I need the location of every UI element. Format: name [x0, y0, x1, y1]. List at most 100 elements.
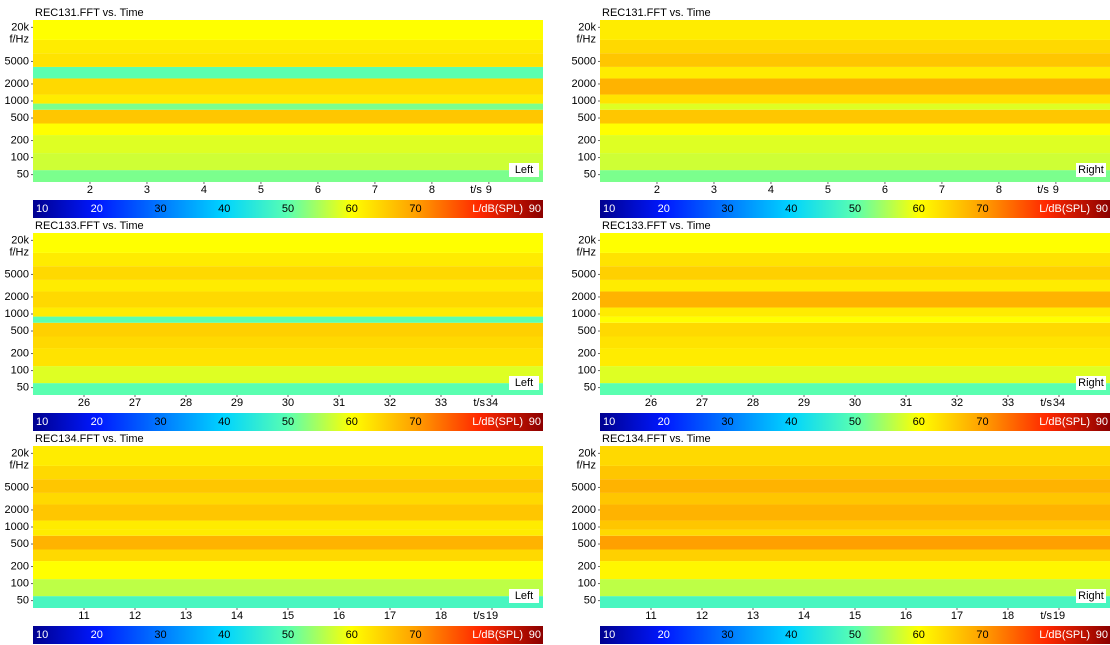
x-tick-label: 33	[435, 397, 447, 409]
y-tick-label: 200	[578, 560, 596, 572]
x-tick-label: 12	[696, 610, 708, 622]
x-tick-label: 13	[180, 610, 192, 622]
x-tick-label: 4	[768, 184, 774, 196]
y-axis-label: f/Hz	[9, 33, 29, 45]
chart-title: REC131.FFT vs. Time	[35, 7, 144, 19]
colorbar-label: L/dB(SPL)	[1039, 416, 1090, 428]
spectrum-band	[600, 252, 1110, 267]
x-tick-label: 16	[333, 610, 345, 622]
x-tick-label: 14	[798, 610, 810, 622]
colorbar-tick-label: 50	[282, 203, 294, 215]
colorbar-tick-label: 20	[91, 629, 103, 641]
x-tick-label: 6	[315, 184, 321, 196]
x-tick-label: 31	[333, 397, 345, 409]
y-tick-label: 2000	[5, 291, 29, 303]
spectrum-band	[33, 291, 543, 308]
colorbar-tick-label: 70	[409, 416, 421, 428]
colorbar	[33, 413, 543, 431]
y-axis-label: f/Hz	[576, 459, 596, 471]
x-tick-label: 5	[258, 184, 264, 196]
colorbar-tick-label: 90	[529, 203, 541, 215]
spectrum-band	[600, 549, 1110, 562]
spectrum-band	[600, 279, 1110, 292]
x-tick-label: 19	[1053, 610, 1065, 622]
colorbar-tick-label: 20	[658, 203, 670, 215]
y-tick-label: 5000	[572, 481, 596, 493]
colorbar-tick-label: 40	[218, 416, 230, 428]
spectrum-band	[600, 336, 1110, 349]
spectrum-band	[600, 233, 1110, 253]
y-tick-label: 1000	[5, 308, 29, 320]
spectrum-band	[33, 20, 543, 40]
spectrum-band	[600, 135, 1110, 154]
spectrum-band	[600, 596, 1110, 608]
channel-box	[509, 589, 539, 603]
spectrum-band	[33, 266, 543, 280]
y-tick-label: 200	[11, 347, 29, 359]
spectrum-band	[600, 170, 1110, 182]
y-tick-label: 100	[11, 577, 29, 589]
colorbar-label: L/dB(SPL)	[472, 629, 523, 641]
colorbar-tick-label: 40	[785, 203, 797, 215]
channel-label: Right	[1078, 164, 1104, 176]
x-tick-label: 31	[900, 397, 912, 409]
spectrum-band	[33, 561, 543, 580]
colorbar-tick-label: 70	[409, 203, 421, 215]
x-tick-label: 29	[798, 397, 810, 409]
x-tick-label: 11	[645, 610, 656, 622]
chart-title: REC133.FFT vs. Time	[35, 220, 144, 232]
spectrum-band	[600, 153, 1110, 171]
x-tick-label: 27	[129, 397, 141, 409]
x-tick-label: 4	[201, 184, 207, 196]
spectrum-band	[600, 529, 1110, 536]
colorbar-tick-label: 20	[658, 629, 670, 641]
spectrum-band	[33, 307, 543, 317]
spectrum-band	[33, 94, 543, 104]
colorbar-tick-label: 10	[603, 629, 615, 641]
spectrum-band	[600, 348, 1110, 367]
x-tick-label: 28	[180, 397, 192, 409]
x-tick-label: 30	[849, 397, 861, 409]
x-tick-label: 32	[384, 397, 396, 409]
spectrum-band	[33, 109, 543, 124]
x-tick-label: 5	[825, 184, 831, 196]
y-tick-label: 200	[11, 560, 29, 572]
y-tick-label: 100	[578, 577, 596, 589]
colorbar-tick-label: 70	[976, 203, 988, 215]
colorbar-tick-label: 90	[1096, 203, 1108, 215]
x-tick-label: 15	[282, 610, 294, 622]
spectrum-band	[33, 170, 543, 182]
y-tick-label: 5000	[5, 55, 29, 67]
x-tick-label: 29	[231, 397, 243, 409]
y-tick-label: 5000	[572, 55, 596, 67]
y-tick-label: 5000	[5, 268, 29, 280]
y-tick-label: 2000	[5, 78, 29, 90]
x-tick-label: 7	[372, 184, 378, 196]
y-tick-label: 100	[11, 151, 29, 163]
colorbar	[600, 626, 1110, 644]
channel-box	[1076, 589, 1106, 603]
x-tick-label: 12	[129, 610, 141, 622]
colorbar-tick-label: 90	[529, 629, 541, 641]
spectrum-band	[33, 66, 543, 79]
spectrum-band	[33, 348, 543, 367]
colorbar-tick-label: 30	[721, 203, 733, 215]
colorbar-tick-label: 10	[603, 416, 615, 428]
channel-label: Right	[1078, 377, 1104, 389]
spectrum-band	[600, 266, 1110, 280]
x-tick-label: 18	[1002, 610, 1014, 622]
colorbar-label: L/dB(SPL)	[472, 203, 523, 215]
x-tick-label: 17	[951, 610, 963, 622]
y-tick-label: 200	[11, 134, 29, 146]
y-tick-label: 100	[578, 151, 596, 163]
spectrum-band	[600, 504, 1110, 521]
x-tick-label: 6	[882, 184, 888, 196]
spectrum-band	[33, 596, 543, 608]
y-tick-label: 2000	[5, 504, 29, 516]
spectrum-band	[600, 291, 1110, 308]
x-tick-label: 17	[384, 610, 396, 622]
x-tick-label: 18	[435, 610, 447, 622]
